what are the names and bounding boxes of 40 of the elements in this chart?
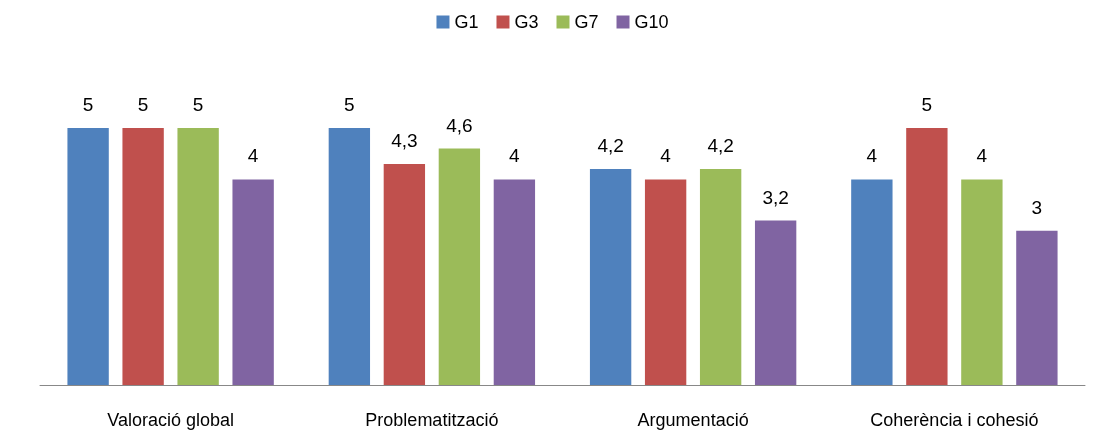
data-label: 4 — [247, 145, 259, 167]
x-tick-label: Argumentació — [637, 410, 749, 430]
legend-label: G10 — [634, 12, 669, 32]
bar — [232, 179, 274, 385]
data-label: 5 — [921, 94, 933, 115]
data-label: 4,2 — [597, 135, 624, 157]
data-label: 4,2 — [707, 135, 734, 157]
bar — [493, 179, 536, 385]
data-label: 5 — [137, 94, 149, 115]
bar — [699, 169, 742, 385]
bar — [644, 179, 687, 385]
bar — [438, 148, 481, 385]
data-label: 4 — [509, 145, 521, 167]
bar — [961, 179, 1003, 385]
bar — [851, 179, 893, 385]
bar — [328, 128, 371, 385]
bar — [1016, 230, 1058, 385]
bar — [67, 128, 109, 385]
bar — [906, 128, 948, 385]
bar — [589, 169, 632, 385]
bar — [122, 128, 164, 385]
data-label: 4,3 — [391, 129, 418, 151]
x-tick-label: Problematització — [365, 410, 499, 430]
data-label: 4 — [866, 145, 878, 167]
bar — [754, 220, 797, 385]
bar — [383, 163, 426, 385]
data-label: 3,2 — [762, 186, 789, 208]
data-label: 5 — [82, 94, 94, 115]
legend-label: G3 — [514, 12, 539, 32]
data-label: 4 — [976, 145, 988, 167]
data-label: 5 — [344, 94, 355, 115]
x-tick-label: Valoració global — [107, 410, 234, 430]
data-label: 4 — [660, 145, 672, 167]
data-label: 5 — [192, 94, 204, 115]
legend-label: G1 — [454, 12, 479, 32]
bar — [177, 128, 219, 385]
data-label: 3 — [1031, 196, 1043, 218]
legend-label: G7 — [574, 12, 599, 32]
data-label: 4,6 — [446, 114, 473, 136]
x-tick-label: Coherència i cohesió — [870, 410, 1039, 430]
